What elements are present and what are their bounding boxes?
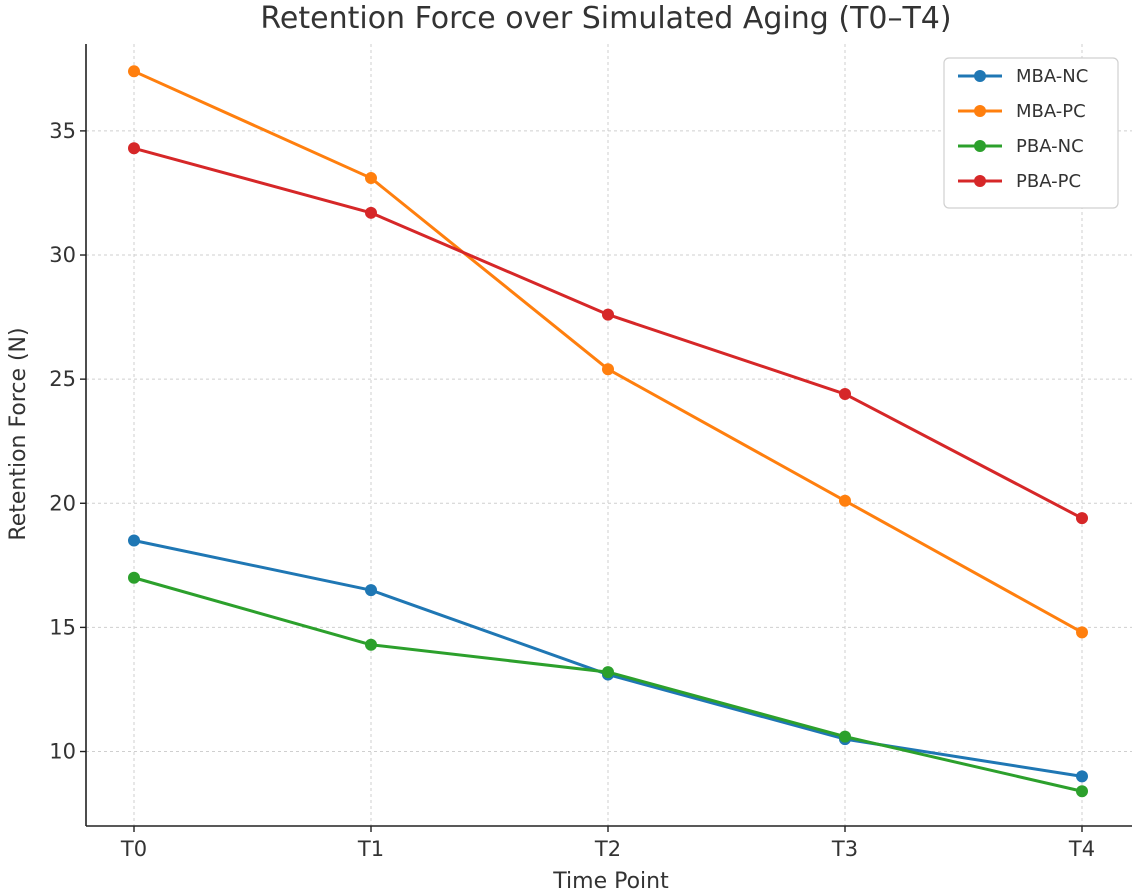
data-point-pba-pc [365,206,377,219]
legend: MBA-NC MBA-PC PBA-NC PBA-PC [943,57,1119,209]
series-group [128,65,1088,798]
data-point-mba-pc [1076,626,1088,639]
y-tick-label: 25 [49,367,76,391]
x-axis-label: Time Point [552,869,669,894]
legend-item: MBA-NC [958,66,1088,87]
series-pba-nc [128,571,1088,798]
legend-swatch-marker [974,140,986,152]
series-pba-pc [128,142,1088,525]
data-point-pba-nc [365,638,377,651]
legend-label: PBA-PC [1016,171,1081,192]
data-point-pba-pc [128,142,140,155]
legend-swatch-marker [974,175,986,187]
series-mba-pc [128,65,1088,639]
y-axis-label: Retention Force (N) [6,327,31,540]
data-point-pba-pc [839,388,851,401]
data-point-pba-pc [602,308,614,321]
grid [86,44,1132,826]
data-point-pba-nc [128,571,140,584]
data-point-pba-nc [839,730,851,743]
legend-label: PBA-NC [1016,136,1084,157]
y-tick-label: 15 [49,615,76,639]
x-tick-label: T1 [357,837,384,861]
chart-title: Retention Force over Simulated Aging (T0… [260,1,951,36]
legend-label: MBA-PC [1016,101,1086,122]
legend-item: PBA-NC [958,136,1084,157]
data-point-mba-pc [602,363,614,376]
y-tick-label: 35 [49,119,76,143]
data-point-mba-pc [365,172,377,185]
legend-item: MBA-PC [958,101,1086,122]
x-tick-label: T4 [1068,837,1095,861]
data-point-pba-nc [602,666,614,679]
data-point-pba-pc [1076,512,1088,525]
x-tick-label: T3 [831,837,858,861]
legend-box [943,57,1119,209]
data-point-pba-nc [1076,785,1088,798]
legend-swatch-marker [974,70,986,82]
data-point-mba-pc [128,65,140,78]
legend-label: MBA-NC [1016,66,1088,87]
data-point-mba-pc [839,494,851,507]
y-tick-label: 10 [49,740,76,764]
legend-item: PBA-PC [958,171,1081,192]
data-point-mba-nc [365,584,377,597]
y-tick-label: 20 [49,491,76,515]
axes: T0 T1 T2 T3 T4 10 15 20 25 30 35 [49,44,1132,861]
x-tick-label: T2 [594,837,621,861]
data-point-mba-nc [128,534,140,547]
y-tick-label: 30 [49,243,76,267]
legend-swatch-marker [974,105,986,117]
x-tick-label: T0 [120,837,147,861]
data-point-mba-nc [1076,770,1088,783]
